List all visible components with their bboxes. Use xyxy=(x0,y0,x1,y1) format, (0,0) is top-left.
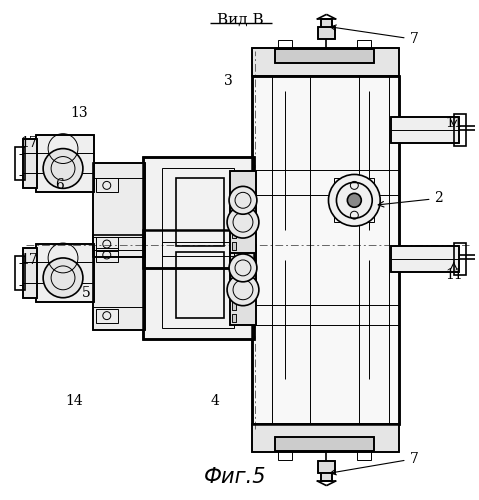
Bar xyxy=(275,49,374,63)
Text: 5: 5 xyxy=(81,286,90,300)
Bar xyxy=(320,20,332,28)
Bar xyxy=(278,451,292,460)
Bar xyxy=(23,248,37,298)
Bar xyxy=(252,424,399,452)
Bar xyxy=(275,49,374,63)
Circle shape xyxy=(227,206,259,238)
Bar xyxy=(93,235,145,330)
Text: 7: 7 xyxy=(331,25,419,46)
Circle shape xyxy=(329,174,380,226)
Bar xyxy=(15,146,25,180)
Bar xyxy=(23,138,37,188)
Bar xyxy=(36,134,94,192)
Bar xyxy=(252,76,399,424)
Bar xyxy=(275,437,374,451)
Bar xyxy=(320,472,332,480)
Bar xyxy=(318,28,335,39)
Bar xyxy=(252,424,399,452)
Text: 17: 17 xyxy=(20,136,38,149)
Bar xyxy=(93,162,145,257)
Text: 11: 11 xyxy=(445,116,463,130)
Text: 6: 6 xyxy=(55,178,63,192)
Bar xyxy=(318,461,335,472)
Text: 13: 13 xyxy=(70,106,88,120)
Bar xyxy=(96,178,118,192)
Bar xyxy=(93,235,145,330)
Bar xyxy=(232,290,236,298)
Bar xyxy=(357,451,371,460)
Bar xyxy=(93,162,145,257)
Bar xyxy=(232,230,236,238)
Bar xyxy=(232,218,236,226)
Text: 7: 7 xyxy=(331,452,419,475)
Bar xyxy=(232,206,236,214)
Bar xyxy=(232,302,236,310)
Text: Фиг.5: Фиг.5 xyxy=(204,466,266,486)
Bar xyxy=(176,178,224,246)
Bar xyxy=(23,248,37,298)
Circle shape xyxy=(229,186,257,214)
Text: 4: 4 xyxy=(211,394,219,408)
Bar xyxy=(357,40,371,49)
Bar xyxy=(232,278,236,286)
Text: 14: 14 xyxy=(65,394,83,408)
Bar xyxy=(232,302,236,310)
Bar xyxy=(230,172,256,253)
Bar xyxy=(36,134,94,192)
Bar xyxy=(232,278,236,286)
Bar xyxy=(230,245,256,324)
Bar xyxy=(232,242,236,250)
Text: 11: 11 xyxy=(445,262,463,282)
Bar xyxy=(36,244,94,302)
Text: 17: 17 xyxy=(20,253,38,267)
Bar xyxy=(143,230,254,340)
Bar xyxy=(252,76,399,424)
Bar xyxy=(232,218,236,226)
Bar xyxy=(232,230,236,238)
Bar xyxy=(391,117,459,142)
Bar xyxy=(230,172,256,253)
Bar xyxy=(454,114,466,146)
Bar xyxy=(96,308,118,322)
Bar xyxy=(275,437,374,451)
Bar xyxy=(454,243,466,275)
Bar xyxy=(232,314,236,322)
Bar xyxy=(252,48,399,76)
Bar xyxy=(96,248,118,262)
Bar xyxy=(162,242,234,328)
Text: Вид В: Вид В xyxy=(217,12,263,26)
Bar xyxy=(15,256,25,290)
Bar xyxy=(176,252,224,318)
Bar xyxy=(162,168,234,256)
Bar xyxy=(143,156,254,268)
Bar xyxy=(230,245,256,324)
Bar xyxy=(334,178,374,222)
Bar xyxy=(318,461,335,472)
Bar xyxy=(318,28,335,39)
Bar xyxy=(96,237,118,251)
Circle shape xyxy=(43,148,83,188)
Bar xyxy=(320,472,332,480)
Bar xyxy=(143,230,254,340)
Text: 3: 3 xyxy=(224,74,232,88)
Circle shape xyxy=(43,258,83,298)
Bar xyxy=(36,244,94,302)
Bar xyxy=(278,40,292,49)
Bar xyxy=(391,246,459,272)
Bar xyxy=(143,156,254,268)
Bar xyxy=(23,138,37,188)
Circle shape xyxy=(347,194,361,207)
Bar xyxy=(391,117,459,142)
Bar xyxy=(232,242,236,250)
Bar xyxy=(232,290,236,298)
Circle shape xyxy=(227,274,259,306)
Text: 2: 2 xyxy=(378,192,443,207)
Bar xyxy=(232,206,236,214)
Bar xyxy=(391,246,459,272)
Circle shape xyxy=(229,254,257,282)
Bar xyxy=(252,48,399,76)
Bar xyxy=(232,314,236,322)
Bar xyxy=(320,20,332,28)
